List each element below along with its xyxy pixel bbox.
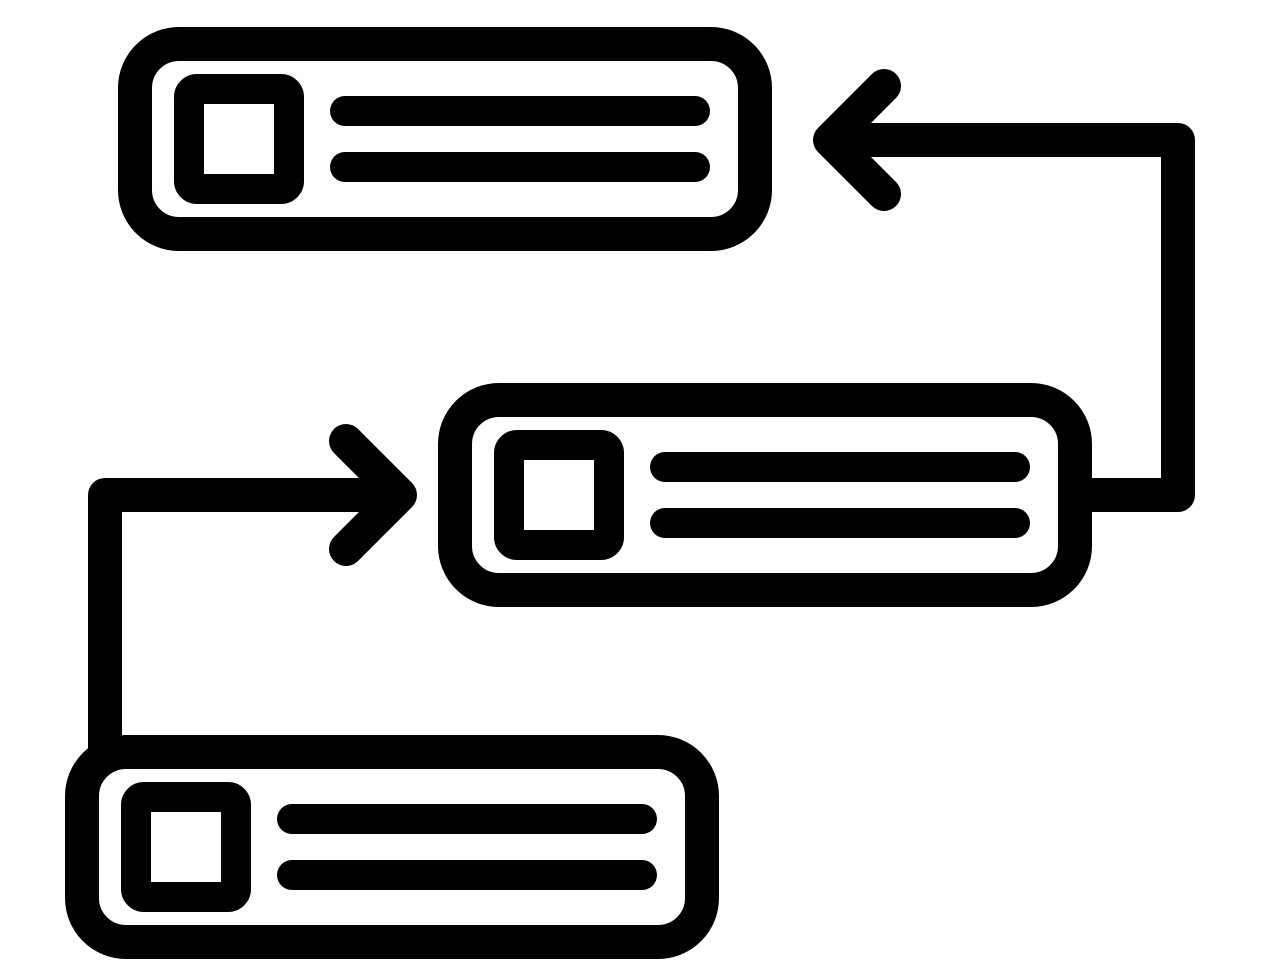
- card-top: [135, 44, 755, 234]
- card-middle: [455, 400, 1075, 590]
- process-flow-icon: [0, 0, 1280, 980]
- card-bottom: [82, 752, 702, 942]
